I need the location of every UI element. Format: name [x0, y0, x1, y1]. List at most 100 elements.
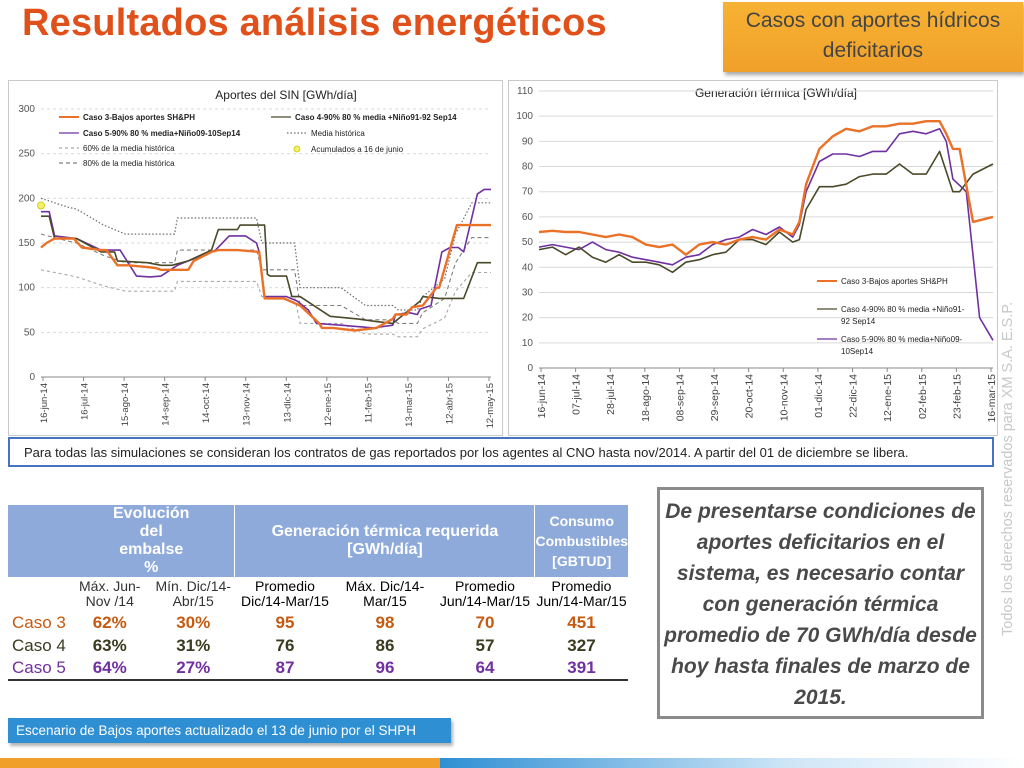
- table-cell: 95: [275, 612, 295, 632]
- series-line: [40, 269, 491, 338]
- subheader-cell: Promedio Jun/14-Mar/15: [439, 578, 531, 609]
- table-cell: 64%: [92, 658, 127, 677]
- table-cell: 76: [275, 635, 295, 655]
- series-line: [41, 188, 491, 329]
- table-cell: 31%: [176, 635, 211, 655]
- legend-label: 10Sep14: [841, 347, 874, 356]
- table-cell: 87: [275, 658, 295, 677]
- results-table: Evolución del embalse % Generación térmi…: [8, 505, 628, 681]
- y-tick-label: 200: [18, 193, 35, 204]
- x-tick-label: 14-sep-14: [161, 383, 172, 426]
- row-label: Caso 4: [12, 635, 66, 655]
- page-title: Resultados análisis energéticos: [22, 2, 607, 44]
- header-embalse: Evolución del embalse %: [68, 505, 236, 577]
- series-line: [538, 120, 994, 256]
- series-line: [538, 150, 994, 274]
- legend-label: Acumulados a 16 de junio: [311, 145, 404, 154]
- x-tick-label: 16-mar-15: [986, 374, 997, 423]
- legend-label: 80% de la media histórica: [83, 159, 175, 168]
- y-tick-label: 50: [24, 327, 36, 338]
- y-tick-label: 0: [29, 372, 35, 383]
- header-consumo: Consumo Combustibles [GBTUD]: [534, 505, 628, 577]
- y-tick-label: 50: [522, 237, 534, 248]
- chart-title: Aportes del SIN [GWh/día]: [215, 88, 356, 102]
- gas-contracts-note: Para todas las simulaciones se considera…: [8, 437, 994, 467]
- y-tick-label: 100: [18, 283, 35, 294]
- table-cell: 96: [375, 658, 395, 677]
- x-tick-label: 13-dic-14: [282, 383, 293, 423]
- x-tick-label: 20-oct-14: [744, 374, 756, 419]
- legend-label: 60% de la media histórica: [83, 144, 175, 153]
- table-row: Caso 4 63% 31% 76 86 57 327: [8, 634, 628, 657]
- table-corner: [8, 505, 68, 577]
- table-cell: 70: [475, 612, 495, 632]
- table-cell: 57: [475, 635, 495, 655]
- x-tick-label: 02-feb-15: [917, 374, 929, 419]
- subheader-cell: Máx. Jun-Nov /14: [79, 578, 141, 609]
- table-cell: 451: [567, 612, 596, 632]
- y-tick-label: 150: [18, 238, 35, 249]
- series-line: [40, 223, 491, 332]
- legend-label: Caso 3-Bajos aportes SH&PH: [83, 113, 195, 122]
- y-tick-label: 80: [522, 162, 534, 173]
- series-line: [41, 215, 491, 325]
- y-tick-label: 90: [522, 136, 534, 147]
- y-tick-label: 100: [516, 111, 533, 122]
- scenario-badge: Casos con aportes hídricos deficitarios: [723, 2, 1023, 72]
- table-cell: 98: [375, 612, 395, 632]
- table-cell: 63%: [92, 635, 127, 655]
- legend-label: Caso 3-Bajos aportes SH&PH: [841, 277, 948, 286]
- x-tick-label: 13-mar-15: [404, 383, 415, 427]
- x-tick-label: 10-nov-14: [778, 374, 790, 421]
- legend-label: Caso 4-90% 80 % media +Niño91-92 Sep14: [295, 113, 457, 122]
- chart-title: Generación térmica [GWh/día]: [695, 86, 857, 100]
- y-tick-label: 60: [522, 212, 534, 223]
- x-tick-label: 01-dic-14: [813, 374, 825, 418]
- subheader-cell: Promedio Jun/14-Mar/15: [536, 578, 627, 609]
- table-cell: 62%: [92, 612, 127, 632]
- y-tick-label: 0: [527, 363, 533, 374]
- series-line: [538, 127, 994, 341]
- x-tick-label: 28-jul-14: [605, 374, 617, 415]
- table-cell: 327: [567, 635, 596, 655]
- subheader-cell: Promedio Dic/14-Mar/15: [240, 578, 329, 609]
- subheader-cell: Máx. Dic/14-Mar/15: [345, 578, 425, 609]
- table-cell: 86: [375, 635, 395, 655]
- subheader-cell: Mín. Dic/14-Abr/15: [155, 578, 231, 609]
- y-tick-label: 110: [517, 86, 533, 97]
- x-tick-label: 22-dic-14: [848, 374, 860, 418]
- x-tick-label: 18-ago-14: [640, 374, 652, 422]
- table-cell: 27%: [176, 658, 211, 677]
- y-tick-label: 30: [522, 287, 534, 298]
- accumulated-point: [37, 201, 45, 210]
- y-tick-label: 40: [522, 262, 534, 273]
- table-cell: 391: [567, 658, 596, 677]
- table-cell: 30%: [176, 612, 211, 632]
- legend-label: Caso 5-90% 80 % media+Niño09-: [841, 335, 963, 344]
- table-row: Caso 5 64% 27% 87 96 64 391: [8, 657, 629, 680]
- chart-generacion-svg: Generación térmica [GWh/día] 0 10 20 30 40 50 6…: [516, 86, 998, 423]
- scenario-footer: Escenario de Bajos aportes actualizado e…: [8, 718, 451, 743]
- legend-label: Media histórica: [311, 129, 365, 138]
- legend-label: 92 Sep14: [841, 317, 876, 326]
- x-tick-label: 16-jun-14: [39, 383, 50, 423]
- x-tick-label: 12-may-15: [485, 383, 496, 428]
- x-tick-label: 12-ene-15: [323, 383, 334, 426]
- row-label: Caso 5: [12, 658, 66, 677]
- x-tick-label: 08-sep-14: [674, 374, 686, 421]
- x-tick-label: 16-jun-14: [536, 374, 548, 419]
- chart-generacion: Generación térmica [GWh/día] 0 10 20 30 40 50 6…: [508, 80, 998, 436]
- header-generacion: Generación térmica requerida [GWh/día]: [234, 505, 536, 577]
- x-tick-label: 16-jul-14: [80, 383, 91, 420]
- y-tick-label: 250: [18, 149, 35, 160]
- table-row: Caso 3 62% 30% 95 98 70 451: [8, 611, 628, 634]
- series-line: [40, 233, 491, 324]
- x-tick-label: 07-jul-14: [571, 374, 583, 415]
- series-line: [40, 197, 491, 311]
- chart-aportes: Aportes del SIN [GWh/día] 0 50 100 150 200 250…: [8, 80, 503, 436]
- subheader-blank: [8, 577, 68, 611]
- y-tick-label: 10: [522, 338, 534, 349]
- x-tick-label: 11-feb-15: [363, 383, 374, 423]
- footer-bar-orange: [0, 758, 440, 768]
- legend-label: Caso 4-90% 80 % media +Niño91-: [841, 305, 965, 314]
